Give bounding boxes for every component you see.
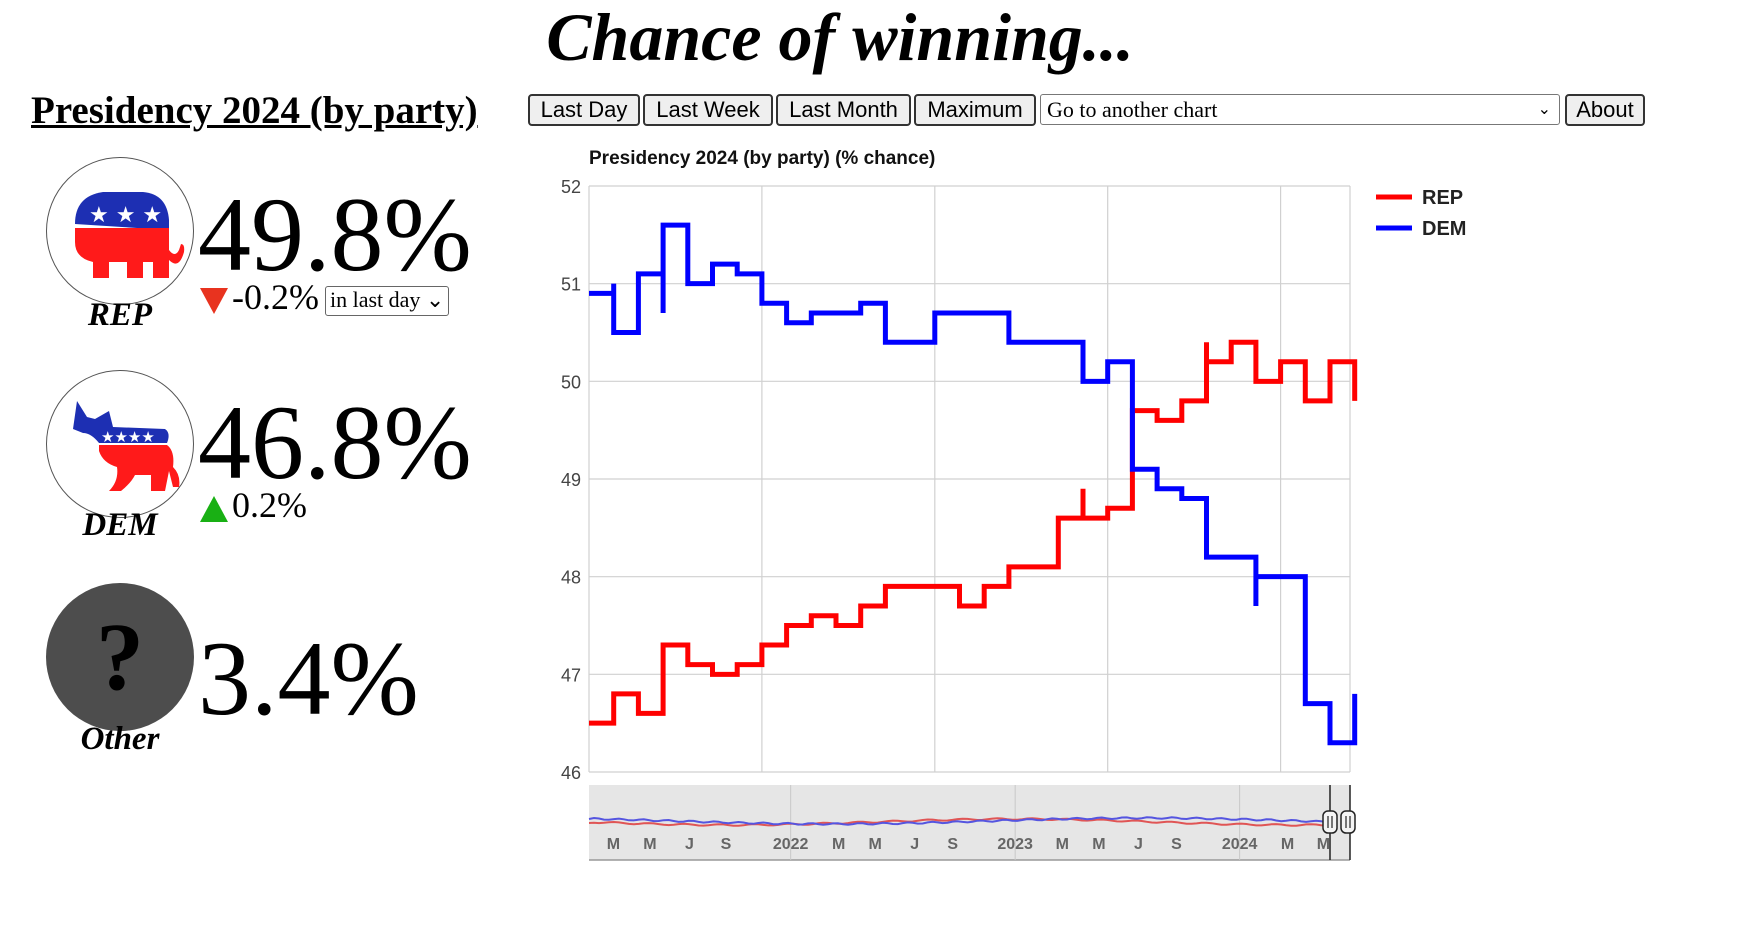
- navigator-tick-label: M: [1056, 836, 1069, 853]
- last-day-button[interactable]: Last Day: [528, 94, 640, 126]
- rep-change-value: -0.2%: [232, 277, 319, 317]
- chart-series: [589, 222, 1358, 746]
- navigator-tick-label: M: [832, 836, 845, 853]
- legend-label-dem: DEM: [1422, 218, 1466, 240]
- range-navigator[interactable]: M M J S 2022 M M J S 2023 M M J S 2024 M M: [588, 785, 1356, 861]
- other-symbol: ?: [96, 603, 144, 710]
- navigator-tick-label: M: [868, 836, 881, 853]
- democrat-donkey-icon: ★★★★: [46, 370, 194, 518]
- y-tick-label: 49: [561, 470, 581, 490]
- navigator-tick-label: 2024: [1222, 836, 1258, 853]
- republican-elephant-icon: ★ ★ ★: [46, 157, 194, 305]
- period-select-value: in last day: [329, 286, 421, 312]
- navigator-tick-label: M: [1317, 836, 1330, 853]
- rep-percent: 49.8%: [198, 176, 472, 293]
- dem-label: DEM: [82, 507, 158, 543]
- maximum-button[interactable]: Maximum: [914, 94, 1036, 126]
- svg-text:★ ★ ★: ★ ★ ★: [89, 203, 162, 228]
- navigator-tick-label: J: [910, 836, 919, 853]
- y-tick-label: 52: [561, 177, 581, 197]
- chart-select[interactable]: Go to another chart ⌄: [1040, 94, 1560, 125]
- up-arrow-icon: [200, 495, 228, 522]
- y-tick-label: 51: [561, 275, 581, 295]
- question-mark-icon: ?: [46, 583, 194, 731]
- navigator-tick-label: M: [643, 836, 656, 853]
- dem-change: 0.2%: [200, 484, 307, 526]
- navigator-series-dem: [588, 816, 1337, 826]
- series-line-dem: [589, 222, 1358, 746]
- navigator-tick-label: 2023: [997, 836, 1033, 853]
- svg-text:★★★★: ★★★★: [101, 428, 155, 446]
- chart-grid: [588, 185, 1351, 773]
- legend-label-rep: REP: [1422, 187, 1463, 209]
- navigator-tick-label: J: [1134, 836, 1143, 853]
- line-chart[interactable]: Presidency 2024 (by party) (% chance) 46…: [540, 140, 1540, 880]
- navigator-series-rep: [588, 817, 1337, 827]
- about-button[interactable]: About: [1565, 94, 1645, 126]
- y-tick-label: 48: [561, 568, 581, 588]
- chart-title: Presidency 2024 (by party) (% chance): [589, 148, 935, 169]
- navigator-tick-label: S: [1171, 836, 1182, 853]
- navigator-tick-label: S: [721, 836, 732, 853]
- last-month-button[interactable]: Last Month: [776, 94, 911, 126]
- chart-name-link[interactable]: Presidency 2024 (by party): [31, 89, 478, 132]
- navigator-tick-label: M: [607, 836, 620, 853]
- series-line-rep: [589, 339, 1358, 726]
- navigator-handle[interactable]: [1340, 810, 1356, 834]
- y-tick-label: 47: [561, 665, 581, 685]
- last-week-button[interactable]: Last Week: [643, 94, 773, 126]
- dem-change-value: 0.2%: [232, 485, 307, 525]
- dem-percent: 46.8%: [198, 384, 472, 501]
- page-title: Chance of winning...: [546, 0, 1134, 75]
- other-percent: 3.4%: [198, 620, 419, 737]
- rep-change: -0.2% in last day ⌄: [200, 276, 450, 318]
- navigator-tick-label: M: [1092, 836, 1105, 853]
- other-label: Other: [80, 721, 160, 757]
- y-tick-label: 46: [561, 763, 581, 783]
- chart-select-value: Go to another chart: [1047, 97, 1218, 122]
- period-select[interactable]: in last day ⌄: [324, 285, 450, 316]
- navigator-tick-label: S: [947, 836, 958, 853]
- down-arrow-icon: [200, 287, 228, 314]
- chart-legend: REP DEM: [1376, 187, 1466, 240]
- navigator-handle[interactable]: [1322, 810, 1338, 834]
- y-axis: 46 47 48 49 50 51 52: [561, 177, 581, 783]
- navigator-tick-label: M: [1281, 836, 1294, 853]
- navigator-tick-label: 2022: [773, 836, 809, 853]
- rep-label: REP: [87, 297, 153, 333]
- navigator-tick-label: J: [685, 836, 694, 853]
- y-tick-label: 50: [561, 372, 581, 392]
- chevron-down-icon: ⌄: [1537, 101, 1551, 118]
